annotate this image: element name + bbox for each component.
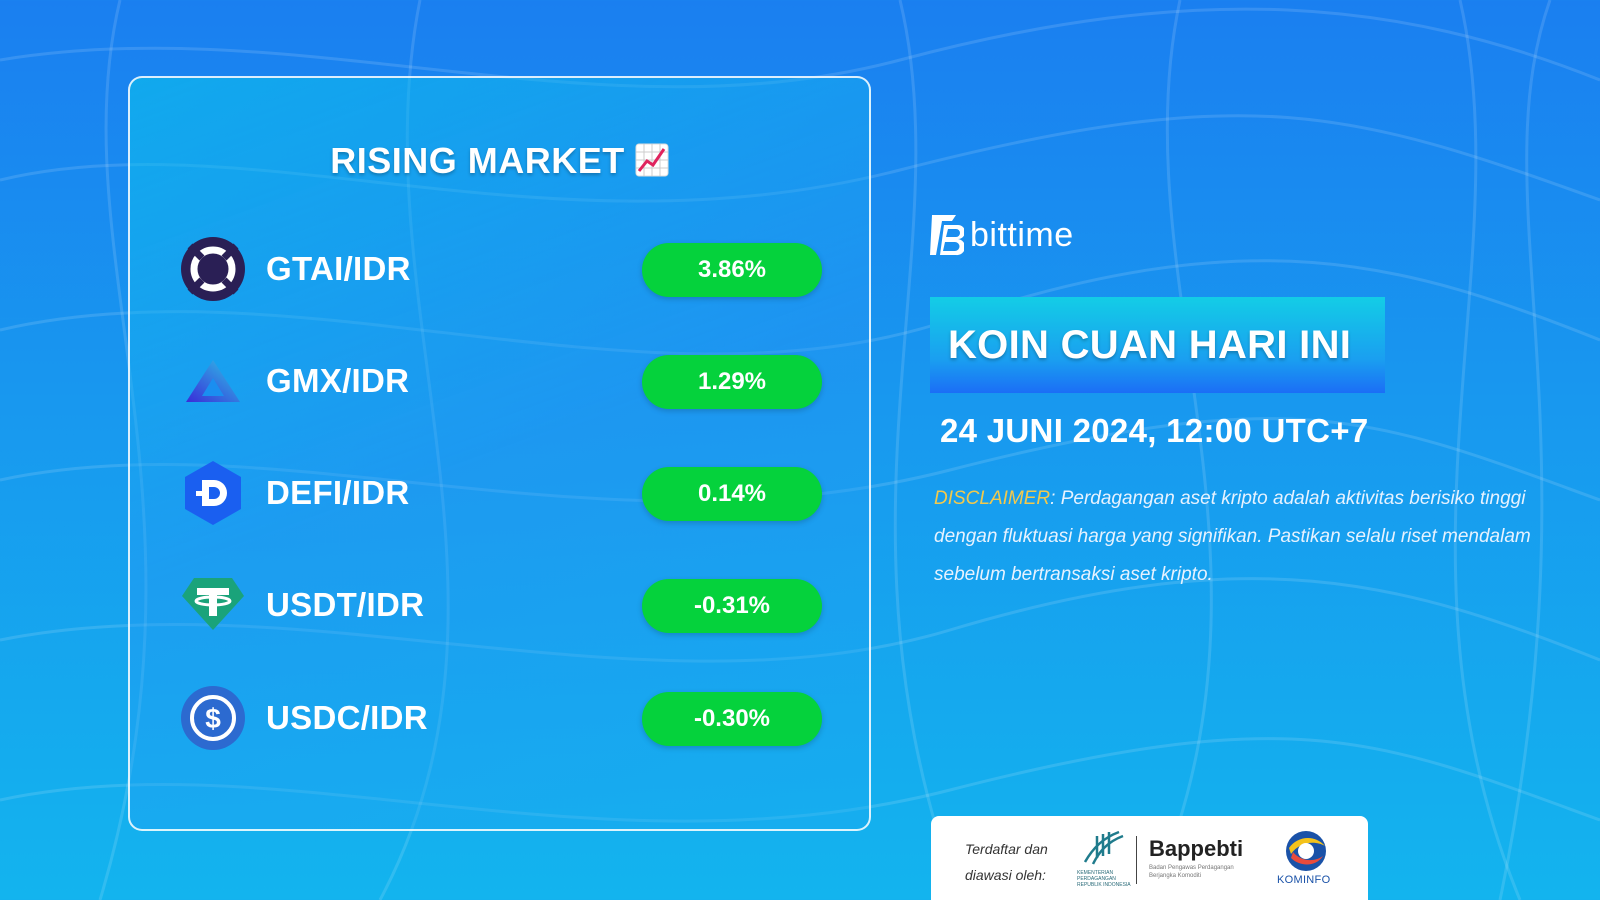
brand-name: bittime — [970, 215, 1074, 254]
gtai-coin-icon — [181, 237, 245, 301]
pair-label: GMX/IDR — [266, 362, 410, 399]
list-item: DEFI/IDR 0.14% — [180, 460, 822, 528]
pair-label: GTAI/IDR — [266, 250, 411, 287]
kominfo-logo-icon — [1286, 831, 1326, 871]
change-badge: 0.14% — [642, 467, 822, 521]
pair-label: DEFI/IDR — [266, 474, 410, 511]
date-label: 24 JUNI 2024, 12:00 UTC+7 — [940, 412, 1369, 449]
bittime-logo-icon — [930, 215, 964, 256]
regulator-intro-line2: diawasi oleh: — [965, 867, 1046, 883]
headline: KOIN CUAN HARI INI — [948, 323, 1352, 367]
regulator-intro-line1: Terdaftar dan — [965, 841, 1048, 857]
list-item: GMX/IDR 1.29% — [180, 348, 822, 416]
list-item: USDT/IDR -0.31% — [180, 572, 822, 640]
panel-title-text: RISING MARKET — [330, 140, 625, 181]
usdt-coin-icon — [182, 578, 244, 630]
disclaimer-label: DISCLAIMER — [934, 488, 1051, 509]
list-item: $ USDC/IDR -0.30% — [180, 685, 822, 753]
change-badge: 1.29% — [642, 355, 822, 409]
disclaimer: DISCLAIMER: Perdagangan aset kripto adal… — [934, 480, 1544, 594]
regulator-intro: Terdaftar dan diawasi oleh: — [965, 836, 1075, 888]
bappebti-title: Bappebti — [1149, 836, 1244, 861]
svg-text:$: $ — [205, 703, 221, 734]
gmx-coin-icon — [186, 360, 240, 402]
bappebti-subtitle: Badan Pengawas Perdagangan Berjangka Kom… — [1149, 865, 1234, 879]
pair-label: USDC/IDR — [266, 699, 428, 736]
usdc-coin-icon: $ — [181, 686, 245, 750]
panel-title: RISING MARKET — [130, 140, 869, 186]
kominfo-label: KOMINFO — [1277, 874, 1331, 886]
defi-coin-icon — [185, 461, 241, 525]
list-item: GTAI/IDR 3.86% — [180, 236, 822, 304]
rising-market-panel: RISING MARKET GTAI/IDR 3.86% GMX/IDR 1.2… — [128, 76, 871, 831]
regulator-badge: Terdaftar dan diawasi oleh: KEMENTERIAN … — [931, 816, 1368, 900]
kemendag-label: KEMENTERIAN PERDAGANGAN REPUBLIK INDONES… — [1077, 870, 1131, 888]
headline-banner: KOIN CUAN HARI INI — [930, 297, 1385, 393]
bittime-logo: bittime — [928, 210, 1074, 260]
divider — [1136, 836, 1137, 884]
pair-label: USDT/IDR — [266, 586, 425, 623]
disclaimer-text: : Perdagangan aset kripto adalah aktivit… — [934, 488, 1531, 585]
chart-increasing-icon — [635, 143, 669, 186]
change-badge: -0.31% — [642, 579, 822, 633]
change-badge: -0.30% — [642, 692, 822, 746]
change-badge: 3.86% — [642, 243, 822, 297]
kemendag-logo-icon — [1083, 830, 1124, 865]
